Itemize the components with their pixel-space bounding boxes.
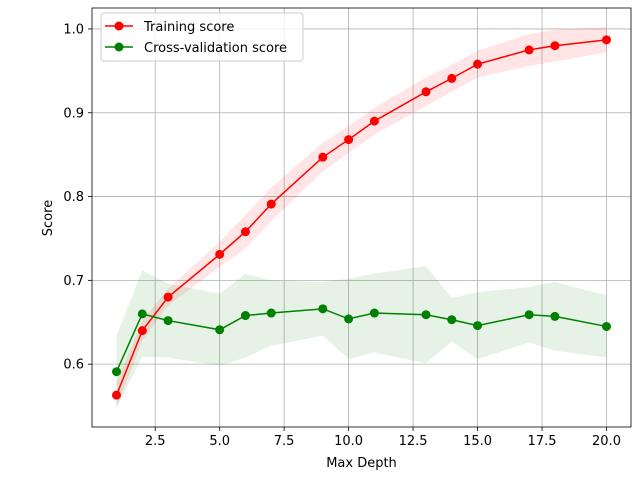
data-point-training <box>524 45 534 55</box>
data-point-training <box>344 135 354 145</box>
data-point-training <box>473 59 483 69</box>
data-point-cv <box>369 308 379 318</box>
data-point-cv <box>163 316 173 326</box>
y-tick-label: 0.8 <box>63 190 84 205</box>
y-tick-label: 1.0 <box>63 22 84 37</box>
confidence-bands <box>116 27 607 408</box>
data-point-training <box>112 390 121 400</box>
data-point-training <box>266 199 276 209</box>
legend: Training score Cross-validation score <box>100 12 304 62</box>
x-axis-label: Max Depth <box>326 456 397 471</box>
data-point-cv <box>266 308 276 318</box>
data-point-training <box>369 116 379 126</box>
data-point-cv <box>602 321 611 331</box>
y-axis-ticks: 0.6 0.7 0.8 0.9 1.0 <box>63 22 92 373</box>
data-point-cv <box>421 310 431 320</box>
grid <box>92 8 631 427</box>
legend-marker-training <box>114 21 124 31</box>
x-tick-label: 2.5 <box>145 434 166 449</box>
legend-marker-cv <box>114 42 124 52</box>
data-point-training <box>318 152 328 162</box>
data-point-cv <box>137 309 147 319</box>
data-point-cv <box>447 315 457 325</box>
data-point-training <box>240 227 250 237</box>
y-tick-label: 0.9 <box>63 106 84 121</box>
x-tick-label: 20.0 <box>592 434 621 449</box>
data-point-cv <box>112 367 121 377</box>
x-tick-label: 12.5 <box>399 434 428 449</box>
data-point-training <box>550 41 560 51</box>
data-point-training <box>447 73 457 83</box>
data-point-cv <box>318 304 328 314</box>
data-point-training <box>421 87 431 97</box>
x-tick-label: 15.0 <box>463 434 492 449</box>
x-tick-label: 17.5 <box>528 434 557 449</box>
legend-box <box>100 12 304 62</box>
data-point-cv <box>550 311 560 321</box>
data-point-cv <box>473 321 483 331</box>
x-tick-label: 10.0 <box>334 434 363 449</box>
data-point-training <box>215 249 225 259</box>
legend-label-training: Training score <box>143 20 234 35</box>
data-point-cv <box>215 325 225 335</box>
x-tick-label: 5.0 <box>209 434 230 449</box>
plot-frame <box>91 7 632 428</box>
confidence-band-cv <box>116 266 607 408</box>
data-point-cv <box>344 314 354 324</box>
x-tick-label: 7.5 <box>274 434 295 449</box>
y-tick-label: 0.7 <box>63 274 84 289</box>
legend-label-cv: Cross-validation score <box>144 41 287 56</box>
data-point-training <box>602 35 611 45</box>
x-axis-ticks: 2.5 5.0 7.5 10.0 12.5 15.0 17.5 20.0 <box>145 427 621 449</box>
y-tick-label: 0.6 <box>63 358 84 373</box>
data-point-cv <box>524 310 534 320</box>
y-axis-label: Score <box>41 200 56 236</box>
data-point-cv <box>240 311 250 321</box>
data-point-training <box>137 326 147 336</box>
data-point-training <box>163 292 173 302</box>
series-markers <box>112 35 611 400</box>
